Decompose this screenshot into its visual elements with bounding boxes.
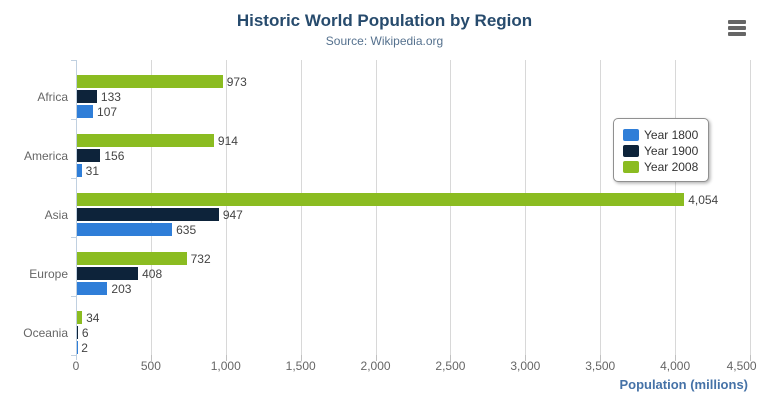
y-axis-tick [71,60,76,61]
data-label: 6 [81,325,89,340]
legend-item-year-1900[interactable]: Year 1900 [623,143,698,158]
data-label: 203 [111,281,132,296]
data-label: 156 [104,148,125,163]
bar-year-1900-america[interactable] [77,149,101,162]
data-label: 31 [85,163,99,178]
category-label-oceania: Oceania [23,325,68,340]
x-tick-label: 3,000 [510,359,541,373]
gridline [450,60,452,355]
gridline [525,60,527,355]
gridline [375,60,377,355]
gridline [600,60,602,355]
y-axis-tick [71,296,76,297]
legend-label: Year 1800 [644,127,699,142]
data-label: 914 [217,133,238,148]
gridline [225,60,227,355]
x-tick-label: 3,500 [585,359,616,373]
chart-subtitle: Source: Wikipedia.org [325,34,444,48]
category-label-africa: Africa [37,89,68,104]
bar-year-2008-europe[interactable] [77,252,187,265]
gridline [300,60,302,355]
bar-year-1900-oceania[interactable] [77,326,78,339]
legend-item-year-2008[interactable]: Year 2008 [623,159,698,174]
bar-year-1800-asia[interactable] [77,223,173,236]
data-label: 107 [97,104,118,119]
x-tick-label: 2,000 [360,359,391,373]
bar-year-1800-europe[interactable] [77,282,108,295]
x-tick-label: 1,500 [285,359,316,373]
y-axis-tick [71,178,76,179]
bar-year-1900-europe[interactable] [77,267,139,280]
x-axis-tick [675,355,677,361]
y-axis-tick [71,119,76,120]
x-axis-tick [750,355,751,361]
x-axis-tick [225,355,227,361]
data-label: 635 [176,222,197,237]
data-label: 133 [100,89,121,104]
x-axis-title: Population (millions) [619,377,748,392]
x-tick-label: 0 [72,359,80,373]
legend-label: Year 1900 [644,143,699,158]
y-axis-tick [71,355,76,356]
bar-year-1900-asia[interactable] [77,208,219,221]
legend-swatch [623,160,639,173]
x-tick-label: 2,500 [435,359,466,373]
x-tick-label: 1,000 [210,359,241,373]
gridline [750,60,751,355]
x-tick-label: 4,500 [726,359,757,373]
x-axis-tick [600,355,602,361]
hamburger-icon [728,20,750,36]
chart-title: Historic World Population by Region [236,11,533,30]
data-label: 973 [226,74,247,89]
export-menu-button[interactable] [726,18,752,40]
category-label-america: America [23,148,68,163]
x-tick-label: 4,000 [660,359,691,373]
legend-swatch [623,128,639,141]
x-axis-tick [150,355,152,361]
data-label: 4,054 [688,192,719,207]
bar-year-1800-america[interactable] [77,164,82,177]
bar-year-2008-africa[interactable] [77,75,223,88]
gridline [675,60,677,355]
bar-year-1900-africa[interactable] [77,90,97,103]
legend-swatch [623,144,639,157]
bar-year-1800-africa[interactable] [77,105,94,118]
gridline [150,60,152,355]
plot-area: 973 133 107 914 156 31 4,054 947 635 732 408 203 34 6… [71,60,751,361]
data-label: 947 [222,207,243,222]
x-axis-tick [375,355,377,361]
x-axis-tick [450,355,452,361]
category-label-asia: Asia [44,207,68,222]
x-axis-tick [76,355,77,360]
legend: Year 1800 Year 1900 Year 2008 [613,118,710,182]
x-axis-tick [525,355,527,361]
data-label: 408 [142,266,163,281]
data-label: 732 [190,251,211,266]
x-axis-tick [300,355,302,361]
data-label: 2 [81,340,88,355]
data-label: 34 [86,310,100,325]
bar-year-2008-america[interactable] [77,134,214,147]
bar-year-2008-oceania[interactable] [77,311,83,324]
bar-year-2008-asia[interactable] [77,193,685,206]
y-axis-tick [71,237,76,238]
legend-label: Year 2008 [644,159,699,174]
category-label-europe: Europe [29,266,68,281]
x-tick-label: 500 [140,359,161,373]
legend-item-year-1800[interactable]: Year 1800 [623,127,698,142]
